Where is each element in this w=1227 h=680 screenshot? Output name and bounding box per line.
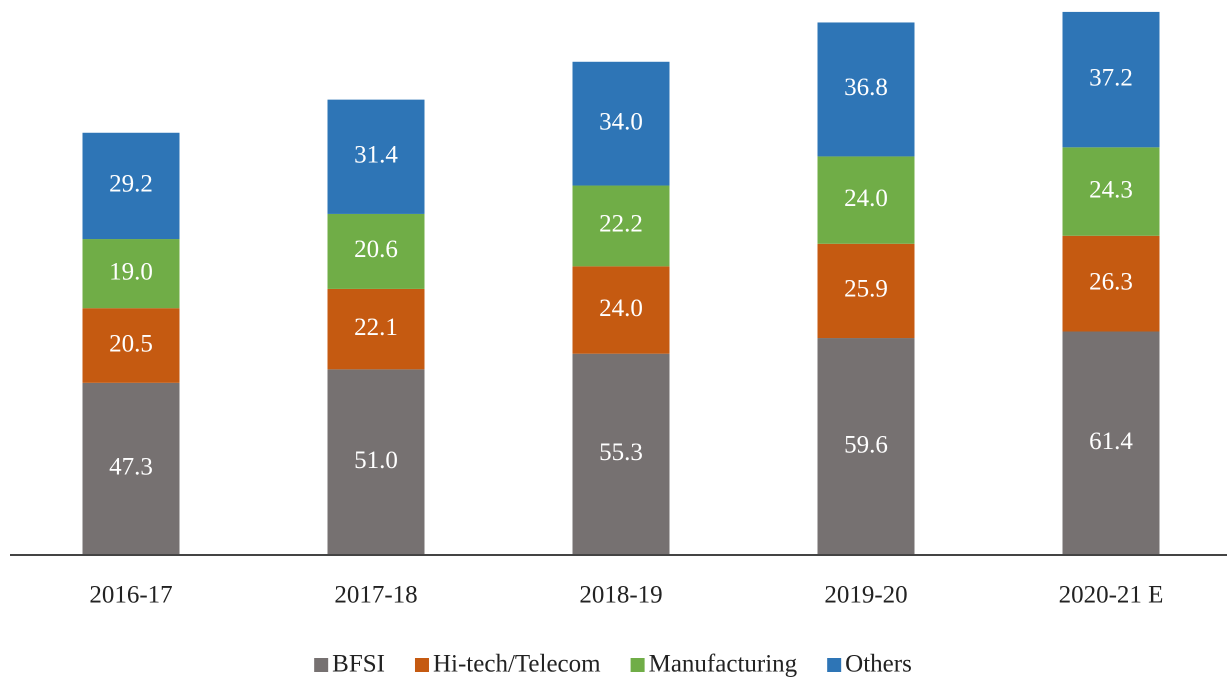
value-label: 20.5 (109, 330, 153, 357)
legend-swatch (414, 658, 429, 672)
legend-swatch (827, 658, 842, 672)
bar-segment (1062, 235, 1160, 332)
value-label: 47.3 (109, 454, 153, 481)
bar-segment (327, 99, 425, 214)
value-label: 59.6 (844, 431, 888, 458)
bar-segment (327, 288, 425, 370)
bar-segment (82, 239, 180, 309)
bar-segment (817, 243, 915, 339)
legend-swatch (630, 658, 645, 672)
value-label: 55.3 (599, 439, 643, 466)
value-label: 26.3 (1089, 268, 1133, 295)
value-label: 22.2 (599, 211, 643, 238)
bar-segment (817, 156, 915, 244)
bar-segment (1062, 331, 1160, 555)
x-tick-label: 2019-20 (824, 582, 907, 609)
value-label: 31.4 (354, 142, 398, 169)
legend-label: Hi-tech/Telecom (433, 651, 601, 678)
bar-segment (82, 132, 180, 240)
bar-segment (817, 22, 915, 157)
bar-segment (572, 266, 670, 354)
legend-label: Others (845, 651, 912, 678)
bar-segment (1062, 147, 1160, 236)
x-tick-label: 2016-17 (89, 582, 172, 609)
x-tick-label: 2017-18 (334, 582, 417, 609)
x-tick-label: 2020-21 E (1059, 582, 1164, 609)
value-label: 24.0 (599, 295, 643, 322)
value-label: 22.1 (354, 314, 398, 341)
bar-segment (572, 353, 670, 555)
bar-segment (82, 308, 180, 383)
value-label: 19.0 (109, 258, 153, 285)
value-label: 20.6 (354, 236, 398, 263)
bar-segment (327, 369, 425, 555)
value-label: 24.3 (1089, 176, 1133, 203)
value-label: 61.4 (1089, 428, 1133, 455)
value-label: 24.0 (844, 185, 888, 212)
bar-segment (572, 61, 670, 186)
bar-segment (82, 382, 180, 555)
value-label: 51.0 (354, 447, 398, 474)
value-label: 36.8 (844, 74, 888, 101)
bar-segment (572, 185, 670, 267)
bar-segment (327, 213, 425, 289)
value-label: 29.2 (109, 171, 153, 198)
bar-segment (1062, 11, 1160, 148)
x-tick-label: 2018-19 (579, 582, 662, 609)
value-label: 25.9 (844, 276, 888, 303)
bar-segment (817, 338, 915, 555)
legend-swatch (314, 658, 329, 672)
value-label: 34.0 (599, 108, 643, 135)
legend-label: BFSI (332, 651, 385, 678)
value-label: 37.2 (1089, 64, 1133, 91)
legend-label: Manufacturing (649, 651, 798, 678)
